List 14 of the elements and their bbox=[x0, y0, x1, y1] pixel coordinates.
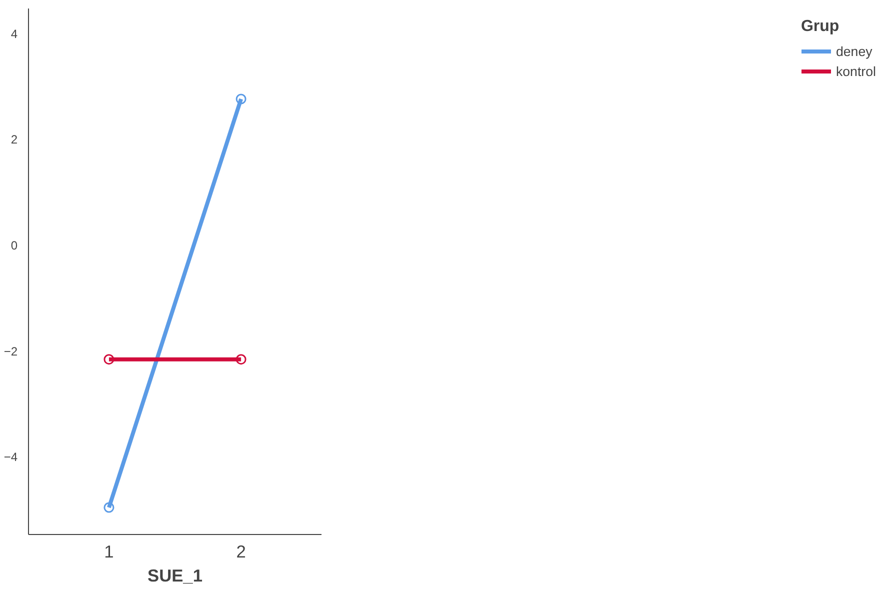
y-tick-label: 2 bbox=[10, 132, 18, 147]
point bbox=[236, 94, 246, 104]
y-tick-label: −2 bbox=[4, 344, 18, 358]
legend-label: kontrol bbox=[836, 64, 876, 78]
y-tick-label: 0 bbox=[10, 238, 18, 253]
legend-label: deney bbox=[836, 44, 872, 58]
y-tick-label: −4 bbox=[4, 450, 18, 464]
x-axis-title: SUE_1 bbox=[148, 566, 203, 586]
point bbox=[236, 354, 246, 365]
y-tick-label: 4 bbox=[10, 26, 18, 41]
point bbox=[104, 354, 114, 365]
x-tick-label: 1 bbox=[104, 542, 114, 562]
legend-title: Grup bbox=[800, 18, 840, 36]
point bbox=[104, 502, 114, 513]
